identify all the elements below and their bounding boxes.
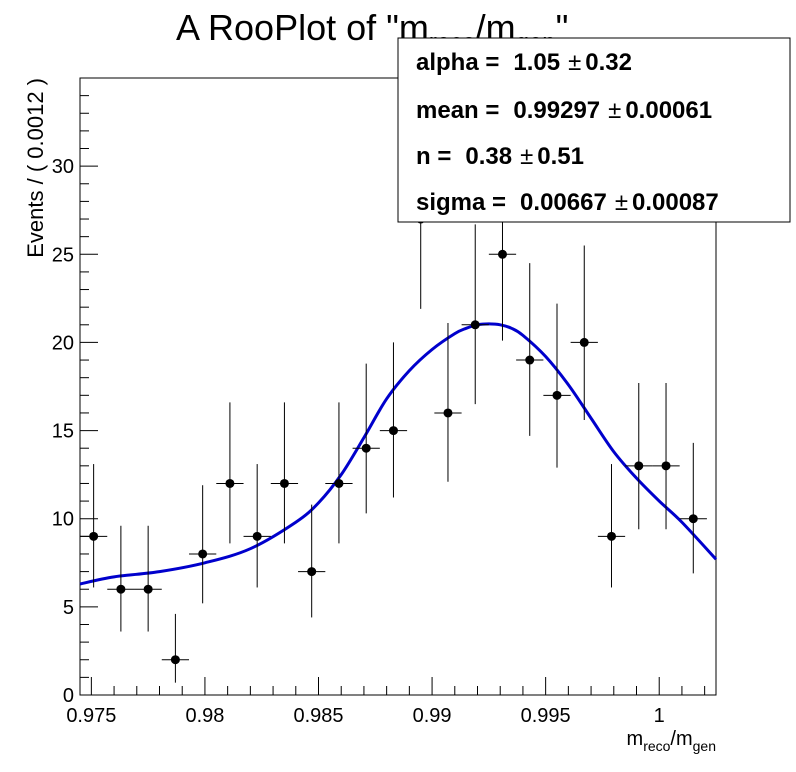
data-point xyxy=(80,464,108,588)
point-marker xyxy=(388,426,398,436)
fit-curve xyxy=(79,322,718,586)
data-point xyxy=(216,402,244,544)
data-point xyxy=(352,363,380,514)
data-point xyxy=(189,485,217,604)
param-sigma: sigma = 0.00667 ±0.00087 xyxy=(416,189,719,216)
x-axis: 0.975 0.98 0.985 0.99 0.995 1 xyxy=(66,677,706,727)
data-point xyxy=(161,613,190,683)
fit-layer xyxy=(79,322,718,586)
data-point xyxy=(625,382,653,530)
point-marker xyxy=(143,584,153,594)
point-marker xyxy=(89,531,99,541)
point-marker xyxy=(361,443,371,453)
data-point xyxy=(243,464,271,588)
x-tick-label: 0.975 xyxy=(66,705,116,727)
y-tick-label: 30 xyxy=(52,156,74,178)
point-marker xyxy=(634,461,644,471)
fit-parameters-box: alpha = 1.05 ±0.32 mean = 0.99297 ±0.00061 n… xyxy=(397,37,791,223)
data-point xyxy=(679,442,707,574)
y-tick-label: 10 xyxy=(52,509,74,531)
y-tick-label: 25 xyxy=(52,244,74,266)
point-marker xyxy=(170,655,180,665)
point-marker xyxy=(279,478,289,488)
y-axis-label: Events / ( 0.0012 ) xyxy=(23,78,48,258)
data-point xyxy=(107,525,135,632)
point-marker xyxy=(525,355,535,365)
data-point xyxy=(270,402,299,544)
point-marker xyxy=(552,390,562,400)
point-marker xyxy=(579,337,589,347)
data-point xyxy=(434,323,462,482)
point-marker xyxy=(334,478,344,488)
y-tick-label: 15 xyxy=(52,421,74,443)
data-point xyxy=(325,402,353,544)
x-tick-label: 0.99 xyxy=(413,705,452,727)
y-tick-label: 20 xyxy=(52,332,74,354)
y-tick-label: 5 xyxy=(63,597,74,619)
param-mean: mean = 0.99297 ±0.00061 xyxy=(416,97,712,124)
x-axis-label: mreco/mgen xyxy=(627,728,716,754)
point-marker xyxy=(470,320,480,330)
point-marker xyxy=(497,249,507,259)
point-marker xyxy=(225,478,235,488)
y-tick-label: 0 xyxy=(63,685,74,707)
data-point xyxy=(597,464,626,588)
x-tick-label: 1 xyxy=(654,705,665,727)
point-marker xyxy=(688,514,698,524)
point-marker xyxy=(607,531,617,541)
data-point xyxy=(516,263,544,436)
point-marker xyxy=(307,567,317,577)
param-n: n = 0.38 ±0.51 xyxy=(416,143,584,170)
parameters-box-frame xyxy=(397,37,791,223)
data-point xyxy=(652,382,680,530)
data-point xyxy=(134,525,162,632)
x-tick-label: 0.985 xyxy=(293,705,343,727)
param-alpha: alpha = 1.05 ±0.32 xyxy=(416,49,632,76)
data-point xyxy=(570,245,598,420)
point-marker xyxy=(198,549,208,559)
data-point xyxy=(543,303,571,468)
point-marker xyxy=(116,584,126,594)
y-axis: 0 5 10 15 20 25 30 xyxy=(52,77,98,707)
x-tick-label: 0.995 xyxy=(521,705,571,727)
data-point xyxy=(379,342,408,498)
data-point xyxy=(298,504,326,618)
point-marker xyxy=(661,461,671,471)
point-marker xyxy=(252,531,262,541)
point-marker xyxy=(443,408,453,418)
x-tick-label: 0.98 xyxy=(185,705,224,727)
data-point xyxy=(461,224,489,405)
